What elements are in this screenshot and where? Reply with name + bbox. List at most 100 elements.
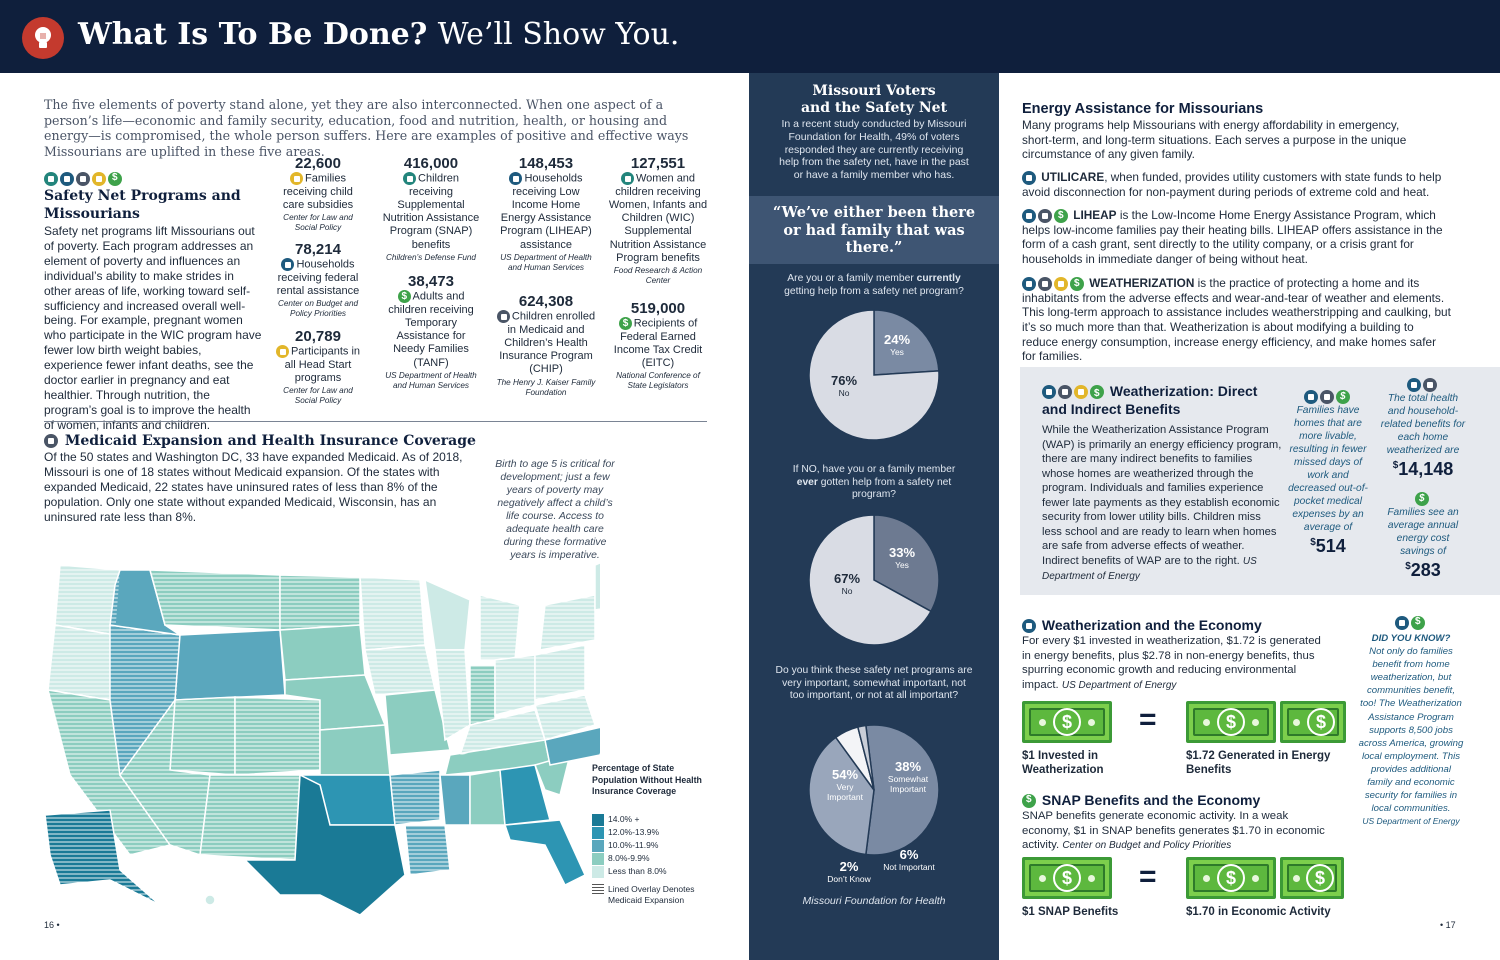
home-icon [1022,619,1036,634]
home-icon [1407,378,1421,392]
map-state-wyoming [174,629,286,701]
map-state-florida [503,819,586,887]
safety-net-heading: Safety Net Programs and Missourians [44,188,241,222]
liheap-paragraph: LIHEAP is the Low-Income Home Energy Ass… [1022,208,1452,267]
caption-economic-activity: $1.70 in Economic Activity [1186,906,1331,918]
pie-slice-very-important [865,724,940,856]
did-you-know-box: DID YOU KNOW? Not only do families benef… [1358,633,1464,827]
economy-body: For every $1 invested in weatherization,… [1022,635,1321,691]
element-icons [44,170,124,188]
legend-item: 8.0%-9.9% [592,852,712,865]
dollar-bill-icon: $ [1186,701,1276,743]
quote-box [749,196,999,264]
legend-item: Less than 8.0% [592,865,712,878]
legend-swatch [592,826,604,839]
legend-item: 10.0%-11.9% [592,839,712,852]
stat-chip: 624,308 Children enrolled in Medicaid and… [496,293,596,397]
bread-icon [275,345,289,359]
cart-icon [403,172,417,186]
home-icon [1042,385,1056,400]
home-icon [1022,276,1036,291]
bread-icon [1054,276,1068,291]
bandage-icon [496,310,510,324]
question-1: Are you or a family member currently get… [784,273,964,297]
bandage-icon [1320,390,1334,404]
legend-overlay: Lined Overlay Denotes Medicaid Expansion [592,884,712,906]
medicaid-note: Birth to age 5 is critical for developme… [495,459,615,561]
page-number-left: 16 • [44,920,60,930]
pie-ever-help [808,514,940,646]
energy-heading: Energy Assistance for Missourians [1022,101,1264,117]
dollar-icon [1090,385,1104,403]
home-icon [1304,390,1318,404]
dollar-icon [1336,390,1350,404]
pie3-some-label: 38% Somewhat Important [887,759,929,794]
legend-item: 12.0%-13.9% [592,826,712,839]
bandage-icon [44,434,58,448]
caption-172-generated: $1.72 Generated in Energy Benefits [1186,750,1331,776]
voters-title: Missouri Voters and the Safety Net [800,83,948,116]
bread-icon [1074,385,1088,400]
map-state-georgia [499,764,551,826]
map-state-mississippi [439,774,471,826]
stat-snap: 416,000 Children receiving Supplemental N… [382,155,480,262]
dollar-bill-icon: $ [1022,701,1112,743]
map-state-hawaii [204,894,216,906]
dollar-bill-icon: $ [1022,857,1112,899]
intro-paragraph: The five elements of poverty stand alone… [44,97,689,159]
lightbulb-icon [22,17,64,59]
dollar-icon [1022,794,1036,809]
map-state-north-carolina [544,726,600,766]
pie-slice-no [808,514,932,646]
bandage-icon [1038,208,1052,223]
stat-tanf: 38,473Adults and children receiving Temp… [381,274,481,391]
map-legend: 14.0% + 12.0%-13.9% 10.0%-11.9% 8.0%-9.9… [592,813,712,906]
pie-current-help [808,309,940,441]
stat-liheap: 148,453 Households receiving Low Income H… [500,155,592,272]
cart-icon [620,172,634,186]
legend-swatch [592,865,604,878]
did-you-know-icons [1395,614,1427,632]
pie2-yes-label: 33% Yes [888,545,916,570]
map-legend-title: Percentage of State Population Without H… [592,763,702,796]
pie-importance [808,724,940,856]
bandage-icon [1038,276,1052,291]
weatherization-paragraph: WEATHERIZATION is the practice of protec… [1022,276,1452,364]
legend-swatch [592,839,604,852]
stat-child-care: 22,600 Families receiving child care subs… [282,155,354,233]
map-state-missouri [384,689,451,756]
home-icon [1022,208,1036,223]
voters-intro: In a recent study conducted by Missouri … [779,118,969,182]
home-icon [1395,615,1409,630]
stat-eitc: 519,000Recipients of Federal Earned Inco… [608,301,708,391]
legend-swatch [592,852,604,865]
wbox-heading: Weatherization: Direct and Indirect Bene… [1042,382,1282,418]
stat-total-benefits: The total health and household-related b… [1378,378,1468,478]
partial-dollar-bill-icon: $ [1280,701,1346,743]
bread-icon [92,171,106,186]
bandage-icon [1058,385,1072,400]
safety-net-body: Safety net programs lift Missourians out… [44,224,262,432]
map-state-wisconsin [424,578,471,651]
dollar-bill-icon: $ [1186,857,1276,899]
dollar-icon [1054,208,1068,223]
stat-energy-savings: Families see an average annual energy co… [1383,492,1463,579]
pie1-no-label: 76% No [830,373,858,398]
stat-rental: 78,214 Households receiving federal renta… [276,241,360,319]
pie1-yes-label: 24% Yes [883,332,911,357]
dollar-icon [1070,276,1084,291]
bandage-icon [1423,378,1437,392]
question-2: If NO, have you or a family member ever … [792,464,956,501]
pie-slice-somewhat-important [808,736,875,856]
legend-item: 14.0% + [592,813,712,826]
dollar-icon [108,171,122,186]
legend-swatch [592,813,604,826]
pie3-not-label: 6% Not Important [883,847,935,872]
pie-slice-no [808,309,940,441]
snap-heading: SNAP Benefits and the Economy [1022,792,1260,809]
voters-quote: “We’ve either been there or had family t… [772,204,976,256]
pie2-no-label: 67% No [833,571,861,596]
cart-icon [44,171,58,186]
us-uninsured-map [44,562,600,915]
question-3: Do you think these safety net programs a… [775,665,973,702]
